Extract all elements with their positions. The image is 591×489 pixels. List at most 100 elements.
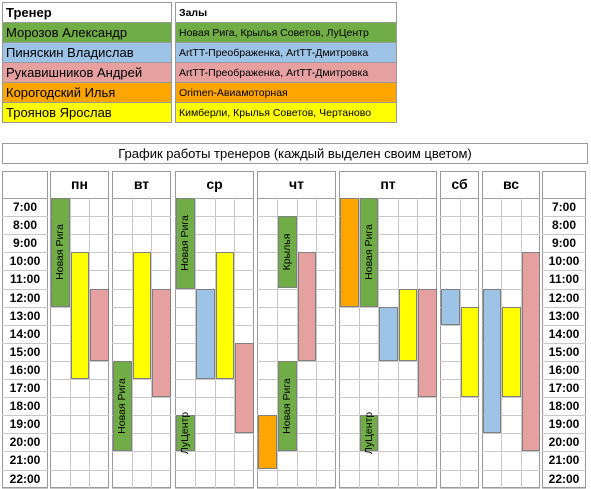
grid-hline (2, 397, 48, 399)
shift-block: Крылья (277, 216, 297, 289)
time-label-left: 14:00 (9, 326, 41, 341)
trainer-halls: ArtTT-Преображенка, ArtTT-Дмитровка (175, 42, 397, 63)
shift-hall-label: Новая Рига (179, 215, 192, 272)
shift-block (398, 288, 418, 361)
trainer-name: Пиняскин Владислав (2, 42, 172, 63)
grid-vline (151, 198, 153, 488)
shift-block (152, 288, 171, 398)
shift-block (90, 288, 109, 361)
grid-vline (296, 198, 298, 488)
shift-hall-label: ЛуЦентр (179, 412, 192, 455)
grid-hline (339, 216, 437, 218)
grid-hline (482, 198, 540, 199)
grid-vline (378, 198, 380, 488)
time-label-right: 13:00 (548, 308, 580, 323)
grid-hline (50, 379, 109, 380)
grid-hline (112, 397, 171, 399)
grid-hline (112, 415, 171, 417)
grid-hline (2, 306, 48, 308)
grid-hline (339, 360, 437, 362)
shift-hall-label: Новая Рига (116, 378, 129, 434)
time-label-left: 12:00 (9, 290, 41, 305)
grid-hline (2, 379, 48, 380)
day-header: ср (206, 176, 223, 192)
shift-block (441, 288, 460, 325)
grid-hline (542, 252, 586, 254)
grid-hline (339, 252, 437, 254)
grid-vline (417, 198, 419, 488)
grid-hline (2, 270, 48, 272)
grid-hline (542, 288, 586, 290)
grid-hline (2, 234, 48, 236)
schedule-grid: пн вт ср чт пт сб вс 7:00 7:00 8:00 8:00 9:00 9:00 10… (2, 171, 586, 489)
shift-block (418, 288, 437, 398)
grid-hline (482, 288, 540, 290)
grid-hline (2, 252, 48, 254)
shift-block (460, 306, 479, 398)
time-column-left (2, 171, 48, 488)
grid-hline (339, 270, 437, 272)
trainer-legend: Тренер Морозов Александр Пиняскин Владисл… (2, 2, 172, 123)
grid-vline (459, 198, 461, 488)
shift-hall-label: ЛуЦентр (362, 412, 375, 455)
shift-block: Новая Рига (176, 198, 195, 289)
time-label-right: 15:00 (548, 344, 580, 359)
shift-hall-label: Новая Рига (362, 224, 375, 281)
shift-block (379, 306, 398, 361)
grid-hline (542, 198, 586, 199)
time-label-right: 19:00 (548, 417, 580, 432)
shift-block (502, 306, 521, 398)
time-label-left: 22:00 (9, 471, 41, 486)
grid-hline (542, 342, 586, 344)
grid-hline (482, 415, 540, 417)
day-header: пт (380, 176, 396, 192)
shift-block: Новая Рига (51, 198, 70, 307)
grid-hline (50, 397, 109, 399)
grid-hline (542, 397, 586, 399)
grid-hline (542, 270, 586, 272)
time-label-right: 22:00 (548, 471, 580, 486)
grid-hline (112, 451, 171, 453)
time-label-left: 8:00 (12, 218, 38, 233)
grid-hline (50, 469, 109, 471)
grid-hline (542, 469, 586, 471)
grid-hline (339, 379, 437, 380)
shift-hall-label: Новая Рига (281, 378, 294, 434)
grid-hline (482, 270, 540, 272)
trainer-halls: ArtTT-Преображенка, ArtTT-Дмитровка (175, 62, 397, 83)
grid-hline (112, 379, 171, 380)
grid-hline (50, 198, 109, 199)
grid-hline (542, 415, 586, 417)
grid-vline (520, 198, 522, 488)
halls-legend: Залы Новая Рига, Крылья Советов, ЛуЦентр… (175, 2, 397, 123)
grid-hline (339, 469, 437, 471)
time-label-left: 9:00 (12, 236, 38, 251)
grid-hline (542, 306, 586, 308)
trainer-name: Корогодский Илья (2, 82, 172, 103)
trainer-header: Тренер (2, 2, 172, 23)
shift-block (132, 252, 152, 379)
time-label-left: 20:00 (9, 435, 41, 450)
grid-hline (482, 234, 540, 236)
grid-hline (542, 216, 586, 218)
trainer-halls: Кимберли, Крылья Советов, Чертаново (175, 102, 397, 123)
grid-hline (482, 451, 540, 453)
shift-block: Новая Рига (113, 360, 132, 452)
time-label-right: 12:00 (548, 290, 580, 305)
shift-hall-label: Крылья (281, 233, 294, 271)
trainer-name: Морозов Александр (2, 22, 172, 43)
trainer-halls: Orimen-Авиамоторная (175, 82, 397, 103)
time-label-left: 13:00 (9, 308, 41, 323)
grid-hline (542, 324, 586, 326)
grid-hline (542, 379, 586, 380)
time-column-right (542, 171, 586, 488)
grid-vline (397, 198, 399, 488)
day-header: пн (71, 176, 88, 192)
grid-hline (2, 216, 48, 218)
grid-hline (50, 451, 109, 453)
time-label-right: 20:00 (548, 435, 580, 450)
day-header: вс (502, 176, 520, 192)
grid-vline (194, 198, 196, 488)
halls-header: Залы (175, 2, 397, 23)
grid-vline (234, 198, 236, 488)
